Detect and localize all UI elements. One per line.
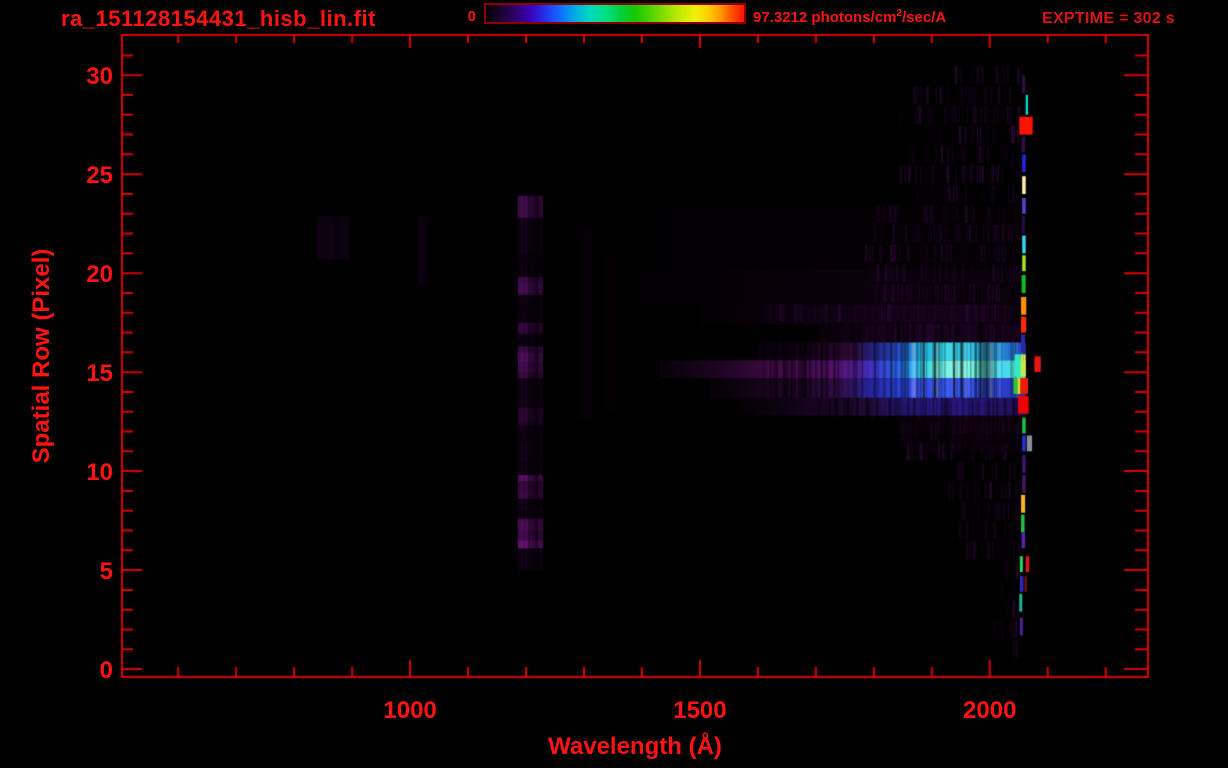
exptime-label: EXPTIME = 302 s: [1042, 10, 1176, 27]
x-axis-title: Wavelength (Å): [548, 733, 722, 760]
colorbar-units-superscript: 2: [896, 8, 902, 19]
y-tick-label: 15: [86, 360, 113, 388]
y-tick-label: 10: [86, 459, 113, 487]
y-axis-title: Spatial Row (Pixel): [28, 248, 55, 464]
y-tick-label: 20: [86, 261, 113, 289]
colorbar-min-label: 0: [467, 8, 476, 25]
colorbar-max-value: 97.3212: [753, 9, 808, 26]
file-title: ra_151128154431_hisb_lin.fit: [61, 6, 376, 31]
colorbar-units-prefix: photons/cm: [811, 9, 897, 26]
x-tick-label: 2000: [963, 697, 1017, 724]
x-tick-label: 1500: [673, 697, 727, 724]
y-tick-label: 30: [86, 63, 113, 91]
y-tick-label: 0: [99, 657, 113, 685]
y-tick-label: 5: [99, 558, 113, 586]
x-tick-label: 1000: [383, 697, 437, 724]
colorbar-max-label: 97.3212 photons/cm2/sec/A: [753, 8, 946, 26]
colorbar: [484, 3, 746, 24]
y-tick-label: 25: [86, 162, 113, 190]
colorbar-units-suffix: /sec/A: [901, 9, 947, 26]
